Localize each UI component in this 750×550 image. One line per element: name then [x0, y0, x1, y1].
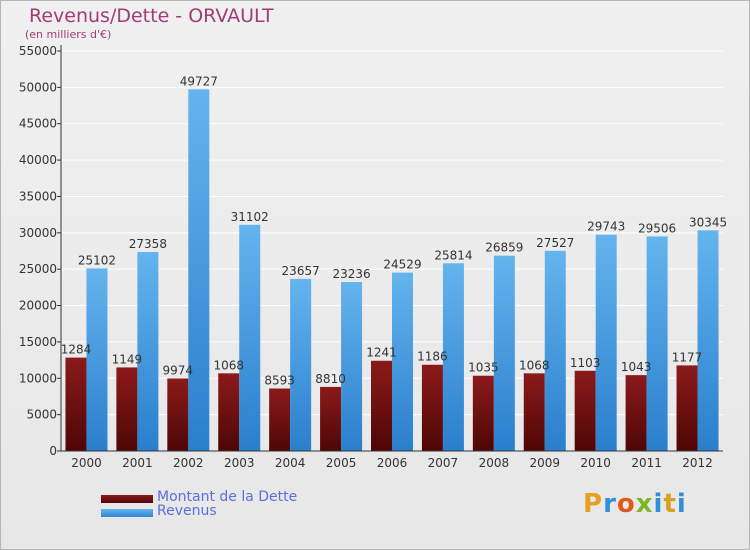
data-label-debt: 1068	[519, 358, 550, 372]
x-tick-label: 2011	[631, 456, 662, 470]
y-tick-label: 10000	[19, 371, 57, 385]
bars	[65, 89, 719, 451]
data-label-debt: 1103	[570, 356, 601, 370]
chart-subtitle: (en milliers d'€)	[25, 28, 112, 41]
bar-debt	[625, 375, 647, 451]
data-label-revenue: 23657	[282, 264, 320, 278]
x-tick-label: 2010	[580, 456, 611, 470]
data-label-debt: 1043	[621, 360, 652, 374]
labels: 1284 25102 1149 27358 9974 49727 1068 31102 8593…	[61, 74, 727, 387]
y-tick-label: 35000	[19, 189, 57, 203]
logo-letter: i	[653, 489, 664, 519]
data-label-revenue: 24529	[383, 258, 421, 272]
bar-revenue	[137, 252, 159, 451]
bar-revenue	[392, 272, 413, 451]
x-tick-label: 2012	[682, 456, 713, 470]
data-label-revenue: 23236	[332, 267, 370, 281]
x-tick-label: 2007	[428, 456, 459, 470]
bar-debt	[421, 364, 443, 451]
data-label-revenue: 49727	[180, 74, 218, 88]
bar-debt	[676, 365, 698, 451]
data-label-revenue: 30345	[689, 215, 727, 229]
proxiti-logo: Proxiti	[583, 489, 687, 519]
y-tick-label: 0	[49, 444, 57, 458]
legend-swatch-revenue	[101, 509, 153, 517]
x-tick-label: 2009	[529, 456, 560, 470]
bar-debt	[371, 360, 392, 451]
data-label-debt: 1284	[61, 343, 92, 357]
logo-letter: t	[663, 489, 677, 519]
bar-debt	[320, 386, 342, 451]
x-tick-label: 2005	[326, 456, 357, 470]
data-label-debt: 8593	[264, 374, 295, 388]
y-tick-label: 15000	[19, 335, 57, 349]
bar-debt	[116, 367, 138, 451]
y-tick-label: 40000	[19, 153, 57, 167]
y-tick-label: 20000	[19, 299, 57, 313]
bar-debt	[167, 378, 189, 451]
data-label-debt: 1149	[112, 352, 143, 366]
data-label-revenue: 27358	[129, 237, 167, 251]
data-label-debt: 1035	[468, 361, 499, 375]
data-label-revenue: 29506	[638, 221, 676, 235]
logo-letter: P	[583, 489, 604, 519]
bar-revenue	[239, 224, 261, 451]
bar-debt	[523, 373, 545, 451]
y-tick-label: 30000	[19, 226, 57, 240]
logo-letter: o	[616, 489, 636, 519]
bar-debt	[472, 375, 494, 451]
logo-letter: x	[635, 489, 654, 519]
x-tick-label: 2002	[173, 456, 204, 470]
data-label-revenue: 29743	[587, 220, 625, 234]
data-label-debt: 8810	[315, 372, 346, 386]
bar-revenue	[595, 234, 617, 451]
data-label-debt: 1241	[366, 346, 397, 360]
y-tick-label: 50000	[19, 80, 57, 94]
bar-revenue	[188, 89, 210, 451]
data-label-revenue: 31102	[231, 210, 269, 224]
data-label-revenue: 25102	[78, 253, 116, 267]
bar-revenue	[697, 230, 719, 451]
x-tick-label: 2001	[122, 456, 153, 470]
axes: 0 5000 10000 15000 20000 25000 30000 35000 40000…	[19, 44, 723, 470]
legend-label-revenue: Revenus	[157, 503, 217, 519]
bar-revenue	[646, 236, 668, 451]
bar-debt	[65, 357, 87, 451]
logo-letter: i	[676, 489, 687, 519]
bar-revenue	[341, 282, 363, 451]
logo-letter: r	[603, 489, 617, 519]
bar-debt	[218, 373, 240, 451]
y-tick-label: 55000	[19, 44, 57, 58]
data-label-debt: 1177	[672, 350, 703, 364]
legend-swatch-debt	[101, 495, 153, 503]
bar-revenue	[442, 263, 464, 451]
x-tick-label: 2000	[71, 456, 102, 470]
bar-revenue	[493, 255, 515, 451]
data-label-revenue: 25814	[434, 248, 472, 262]
data-label-debt: 1186	[417, 350, 448, 364]
y-tick-label: 5000	[26, 408, 57, 422]
bar-revenue	[544, 250, 566, 451]
bar-revenue	[290, 278, 312, 451]
data-label-revenue: 27527	[536, 236, 574, 250]
bar-revenue	[86, 268, 108, 451]
x-tick-label: 2006	[377, 456, 408, 470]
data-label-debt: 9974	[163, 363, 194, 377]
bar-debt	[574, 370, 596, 451]
legend-label-debt: Montant de la Dette	[157, 489, 298, 505]
y-tick-label: 25000	[19, 262, 57, 276]
chart-title: Revenus/Dette - ORVAULT	[29, 5, 274, 27]
x-tick-label: 2008	[479, 456, 510, 470]
bar-debt	[269, 388, 291, 451]
y-tick-label: 45000	[19, 117, 57, 131]
x-tick-label: 2003	[224, 456, 255, 470]
x-tick-label: 2004	[275, 456, 306, 470]
data-label-revenue: 26859	[485, 241, 523, 255]
data-label-debt: 1068	[213, 358, 244, 372]
